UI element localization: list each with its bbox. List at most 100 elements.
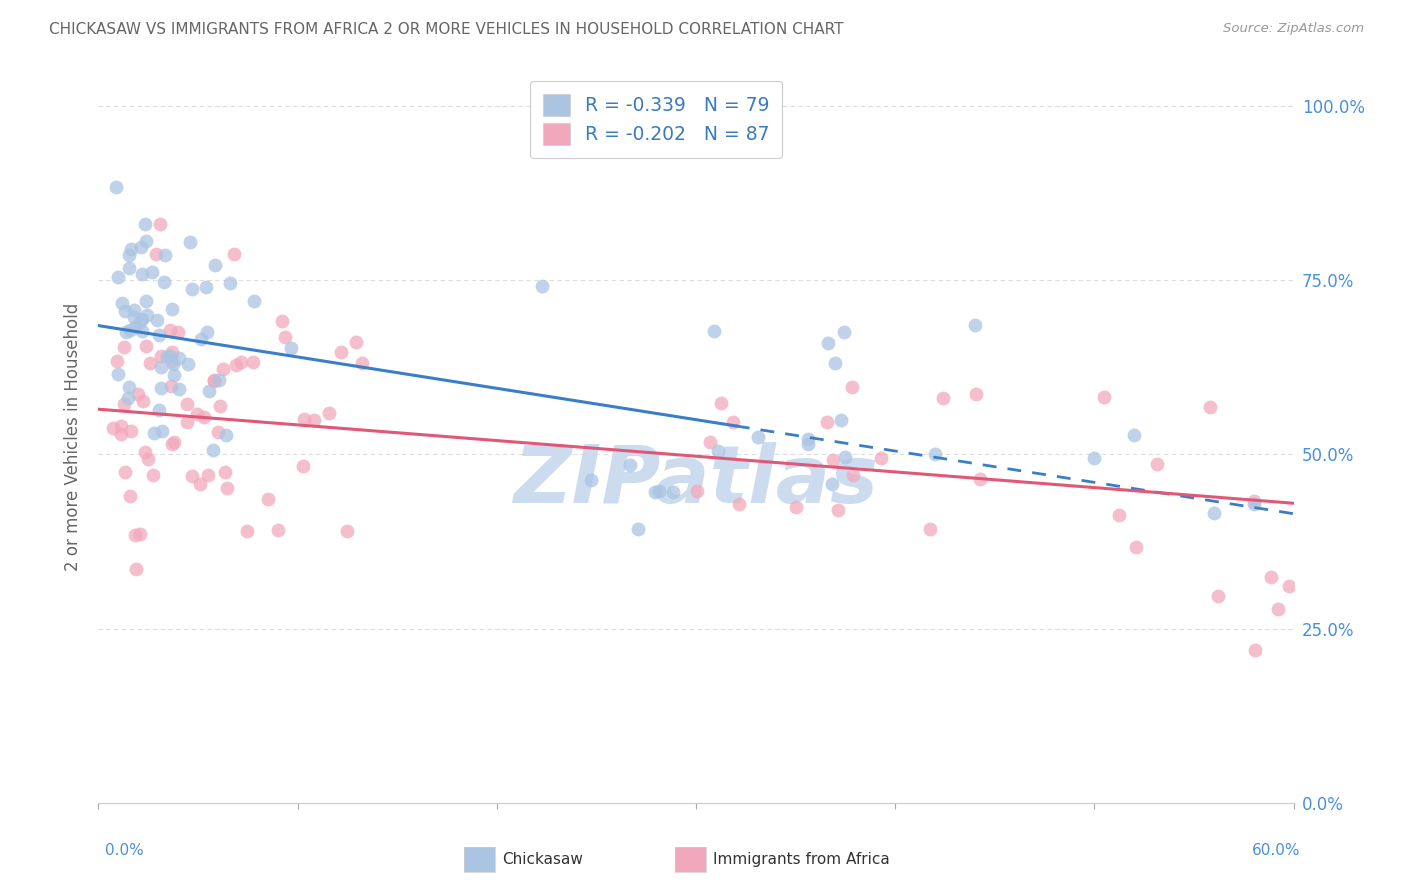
Point	[797, 436, 820, 450]
Point	[112, 396, 135, 410]
Point	[118, 489, 141, 503]
Point	[145, 246, 167, 260]
Point	[965, 387, 987, 401]
Point	[163, 368, 186, 382]
Point	[1243, 497, 1265, 511]
Point	[160, 437, 183, 451]
Point	[579, 473, 602, 487]
Point	[817, 335, 839, 350]
Point	[193, 409, 215, 424]
Point	[821, 477, 844, 491]
Point	[194, 279, 217, 293]
Point	[202, 374, 225, 388]
Point	[120, 424, 142, 438]
Point	[627, 522, 650, 536]
Point	[1092, 390, 1115, 404]
Point	[117, 260, 139, 275]
Point	[318, 407, 340, 421]
Point	[1267, 602, 1289, 616]
Point	[142, 468, 165, 483]
Point	[131, 311, 153, 326]
Point	[105, 353, 128, 368]
Point	[162, 354, 184, 368]
Point	[195, 326, 218, 340]
Point	[148, 327, 170, 342]
Point	[159, 379, 181, 393]
Point	[644, 484, 666, 499]
Point	[707, 443, 730, 458]
Point	[1206, 589, 1229, 603]
Point	[785, 500, 807, 514]
Point	[150, 381, 173, 395]
Point	[242, 355, 264, 369]
Point	[197, 467, 219, 482]
Point	[842, 467, 865, 482]
Point	[932, 392, 955, 406]
Point	[167, 382, 190, 396]
Point	[201, 442, 224, 457]
Point	[155, 248, 177, 262]
Point	[815, 415, 838, 429]
Point	[131, 240, 153, 254]
Point	[662, 484, 685, 499]
Point	[827, 503, 849, 517]
Point	[142, 426, 165, 441]
Point	[212, 362, 235, 376]
Point	[104, 180, 127, 194]
Point	[344, 334, 367, 349]
Point	[266, 523, 288, 537]
Point	[120, 323, 142, 337]
Text: 60.0%: 60.0%	[1253, 843, 1301, 858]
Point	[271, 314, 294, 328]
Point	[122, 310, 145, 325]
Point	[188, 477, 211, 491]
Point	[101, 421, 124, 435]
Point	[131, 324, 153, 338]
Point	[218, 276, 240, 290]
Point	[703, 324, 725, 338]
Point	[235, 524, 257, 539]
Point	[163, 435, 186, 450]
Point	[1243, 494, 1265, 508]
Point	[114, 304, 136, 318]
Point	[110, 427, 132, 442]
Point	[274, 329, 297, 343]
Point	[162, 301, 184, 316]
Point	[280, 341, 302, 355]
Point	[162, 357, 184, 371]
Point	[135, 338, 157, 352]
Point	[129, 526, 152, 541]
Point	[824, 356, 846, 370]
Point	[727, 497, 749, 511]
Point	[159, 349, 181, 363]
Point	[821, 453, 844, 467]
Point	[135, 234, 157, 248]
Text: CHICKASAW VS IMMIGRANTS FROM AFRICA 2 OR MORE VEHICLES IN HOUSEHOLD CORRELATION : CHICKASAW VS IMMIGRANTS FROM AFRICA 2 OR…	[49, 22, 844, 37]
Point	[146, 312, 169, 326]
Point	[619, 458, 641, 472]
Point	[209, 400, 232, 414]
Point	[648, 483, 671, 498]
Point	[135, 308, 157, 322]
Point	[292, 412, 315, 426]
Point	[120, 242, 142, 256]
Point	[152, 424, 174, 438]
Point	[110, 418, 132, 433]
Point	[797, 432, 820, 446]
Point	[330, 344, 353, 359]
Point	[1278, 579, 1301, 593]
Point	[122, 303, 145, 318]
Point	[291, 458, 314, 473]
Point	[118, 380, 141, 394]
Point	[124, 319, 146, 334]
Point	[167, 351, 190, 365]
Point	[336, 524, 359, 538]
Point	[179, 235, 201, 249]
Point	[134, 217, 156, 231]
Point	[181, 469, 204, 483]
Point	[148, 403, 170, 417]
Point	[176, 397, 198, 411]
Point	[134, 444, 156, 458]
Point	[869, 451, 891, 466]
Point	[830, 413, 852, 427]
